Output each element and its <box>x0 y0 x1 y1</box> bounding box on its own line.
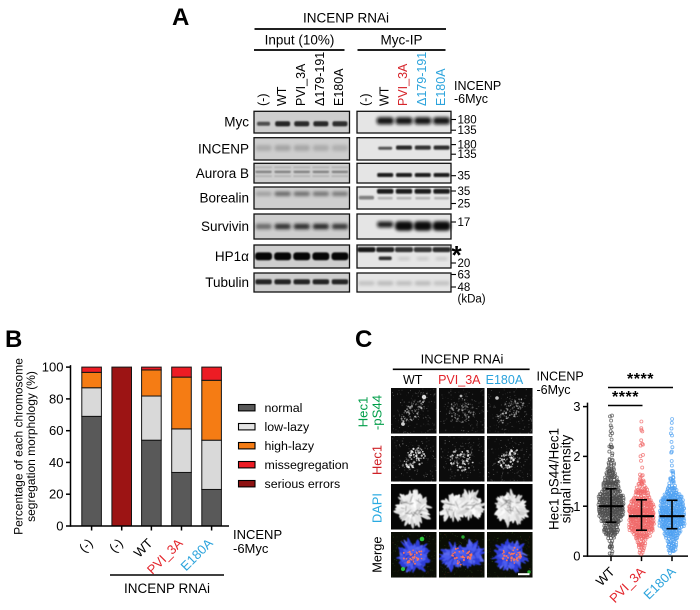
svg-text:17: 17 <box>458 217 471 229</box>
svg-text:INCENP RNAi: INCENP RNAi <box>303 11 389 26</box>
svg-text:Merge: Merge <box>370 536 385 572</box>
svg-text:Aurora B: Aurora B <box>196 166 249 181</box>
svg-text:80: 80 <box>49 391 63 406</box>
svg-text:-6Myc: -6Myc <box>537 383 571 397</box>
svg-text:*: * <box>452 240 463 270</box>
svg-text:B: B <box>5 326 22 353</box>
svg-text:40: 40 <box>49 455 63 470</box>
svg-text:Percentage of each chromosome: Percentage of each chromosome <box>12 358 26 535</box>
svg-text:INCENP RNAi: INCENP RNAi <box>421 352 504 367</box>
svg-text:0: 0 <box>573 549 580 564</box>
svg-text:PVI_3A: PVI_3A <box>396 63 410 106</box>
svg-text:20: 20 <box>49 487 63 502</box>
svg-text:WT: WT <box>403 373 423 387</box>
svg-text:-6Myc: -6Myc <box>454 92 488 106</box>
svg-text:Hec1: Hec1 <box>355 397 370 428</box>
svg-text:0: 0 <box>56 519 63 534</box>
svg-text:PVI_3A: PVI_3A <box>294 63 308 106</box>
svg-text:E180A: E180A <box>434 68 448 106</box>
svg-text:INCENP: INCENP <box>233 527 282 542</box>
svg-text:HP1α: HP1α <box>215 249 249 264</box>
svg-text:****: **** <box>612 389 639 406</box>
svg-text:(kDa): (kDa) <box>458 294 486 306</box>
svg-text:63: 63 <box>458 270 471 282</box>
svg-text:Tubulin: Tubulin <box>205 275 249 290</box>
svg-text:20: 20 <box>458 258 471 270</box>
svg-text:Myc: Myc <box>224 115 249 130</box>
svg-text:normal: normal <box>265 401 303 415</box>
svg-text:(-): (-) <box>256 94 270 107</box>
svg-text:60: 60 <box>49 423 63 438</box>
svg-text:1: 1 <box>573 499 580 514</box>
svg-text:INCENP: INCENP <box>454 79 501 93</box>
svg-text:(-): (-) <box>359 94 373 107</box>
svg-text:Myc-IP: Myc-IP <box>381 33 423 48</box>
svg-text:missegregation: missegregation <box>265 458 349 472</box>
svg-text:E180A: E180A <box>486 373 524 387</box>
svg-text:PVI_3A: PVI_3A <box>438 373 481 387</box>
svg-text:WT: WT <box>275 86 289 106</box>
svg-text:Survivin: Survivin <box>201 219 249 234</box>
svg-text:serious errors: serious errors <box>265 477 341 491</box>
svg-text:****: **** <box>627 371 654 388</box>
svg-text:Input (10%): Input (10%) <box>265 33 335 48</box>
svg-text:Hec1 pS44/Hec1: Hec1 pS44/Hec1 <box>546 428 561 530</box>
svg-text:E180A: E180A <box>332 68 346 106</box>
svg-text:2: 2 <box>573 449 580 464</box>
svg-text:C: C <box>355 326 372 353</box>
svg-text:signal intensity: signal intensity <box>559 434 574 523</box>
svg-text:-6Myc: -6Myc <box>233 541 269 556</box>
svg-text:48: 48 <box>458 282 471 294</box>
svg-text:Borealin: Borealin <box>199 191 249 206</box>
svg-text:180: 180 <box>458 115 477 127</box>
svg-text:A: A <box>172 4 189 31</box>
svg-text:Δ179-191: Δ179-191 <box>415 52 429 106</box>
svg-text:35: 35 <box>458 186 471 198</box>
svg-text:135: 135 <box>458 125 477 137</box>
svg-text:Hec1: Hec1 <box>370 445 385 475</box>
svg-text:Δ179-191: Δ179-191 <box>313 52 327 106</box>
svg-text:35: 35 <box>458 171 471 183</box>
svg-text:INCENP: INCENP <box>198 141 249 156</box>
svg-text:180: 180 <box>458 140 477 152</box>
svg-text:low-lazy: low-lazy <box>265 420 311 434</box>
svg-text:segregation morphology (%): segregation morphology (%) <box>24 371 38 522</box>
svg-text:WT: WT <box>377 86 391 106</box>
svg-text:25: 25 <box>458 199 471 211</box>
svg-text:135: 135 <box>458 149 477 161</box>
svg-text:-pS44: -pS44 <box>369 395 384 430</box>
svg-text:DAPI: DAPI <box>370 493 385 523</box>
svg-text:INCENP RNAi: INCENP RNAi <box>124 581 210 596</box>
svg-text:3: 3 <box>573 399 580 414</box>
svg-text:INCENP: INCENP <box>537 370 584 384</box>
svg-text:100: 100 <box>42 360 64 375</box>
svg-text:high-lazy: high-lazy <box>265 439 315 453</box>
